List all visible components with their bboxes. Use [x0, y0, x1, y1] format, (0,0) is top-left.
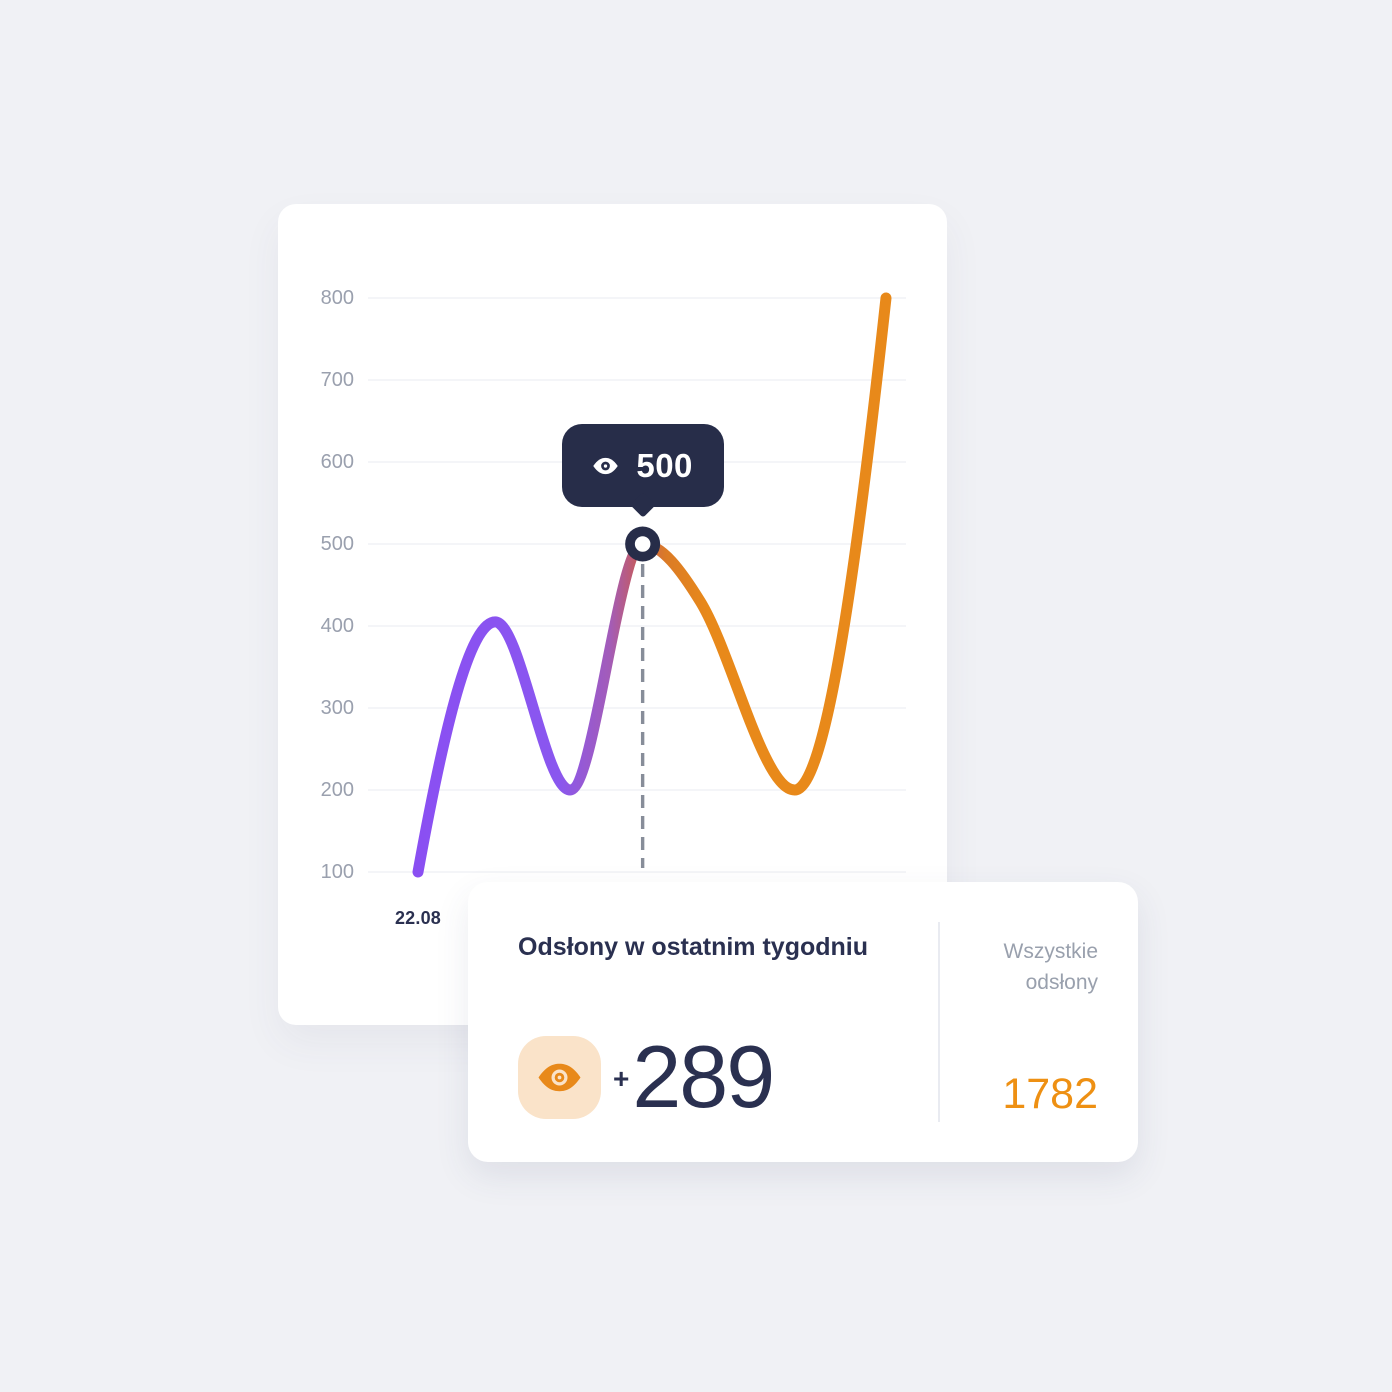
chart-tooltip: 500	[561, 424, 724, 507]
total-views-value: 1782	[1002, 1070, 1098, 1118]
tooltip-value: 500	[636, 446, 693, 484]
views-line-series	[412, 292, 892, 878]
highlighted-point-marker-center	[634, 536, 651, 552]
line-chart	[368, 292, 906, 878]
weekly-views-row: + 289	[518, 1033, 938, 1121]
plus-sign: +	[613, 1063, 630, 1094]
gridlines	[368, 297, 906, 873]
x-axis-tick-label: 22.08	[394, 908, 442, 928]
stats-total-section: Wszystkie odsłony 1782	[940, 882, 1138, 1162]
eye-icon	[538, 1063, 581, 1091]
weekly-views-delta: + 289	[613, 1027, 775, 1126]
stats-weekly-section: Odsłony w ostatnim tygodniu + 289	[468, 882, 938, 1162]
stats-card: Odsłony w ostatnim tygodniu + 289 Wszyst…	[468, 882, 1138, 1162]
eye-badge	[518, 1035, 601, 1119]
total-views-label: Wszystkie odsłony	[1003, 940, 1099, 994]
eye-icon	[593, 457, 619, 474]
weekly-views-value: 289	[632, 1027, 775, 1126]
stats-title: Odsłony w ostatnim tygodniu	[518, 933, 868, 961]
vertical-divider	[938, 922, 940, 1122]
